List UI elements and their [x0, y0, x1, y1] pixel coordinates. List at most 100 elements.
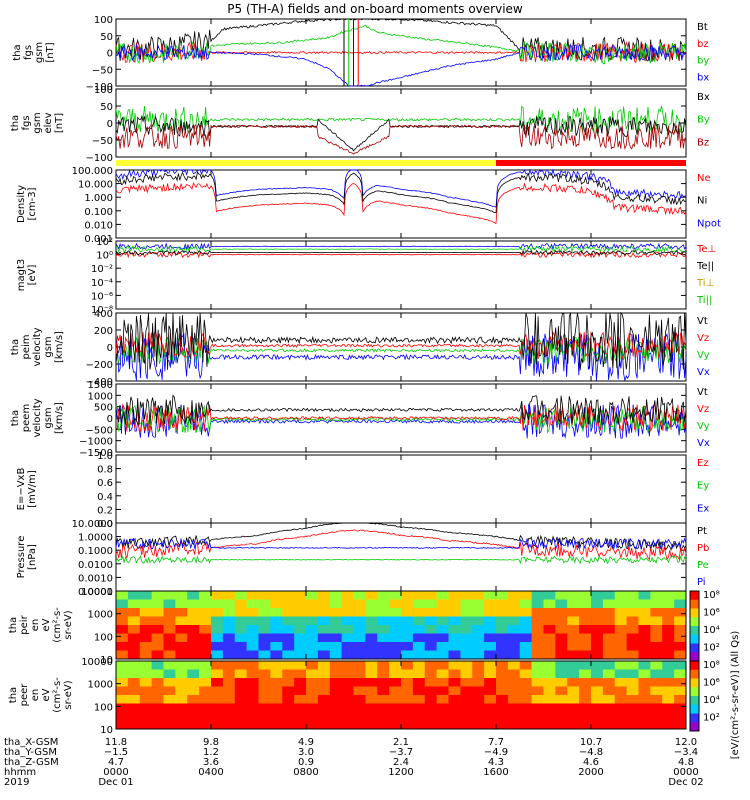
bottom-axis-value: −4.8 [579, 747, 603, 758]
spectrogram-cell [472, 695, 485, 704]
spectrogram-cell [270, 686, 283, 696]
spectrogram-cell [389, 599, 402, 609]
spectrogram-cell [519, 686, 533, 696]
spectrogram-cell [472, 686, 485, 696]
spectrogram-cell [377, 712, 390, 721]
legend-Vz: Vz [697, 333, 709, 344]
spectrogram-cell [543, 608, 556, 617]
spectrogram-cell [662, 650, 675, 660]
spectrogram-cell [282, 669, 295, 679]
spectrogram-cell [246, 712, 259, 721]
spectrogram-cell [127, 608, 141, 617]
spectrogram-cell [246, 599, 259, 609]
spectrogram-cell [674, 642, 687, 651]
spectrogram-cell [484, 642, 497, 651]
spectrogram-cell [448, 686, 461, 696]
spectrogram-cell [234, 642, 248, 651]
y-axis-label: [km/s] [54, 331, 65, 363]
colorbar-tick-label: 10⁸ [703, 590, 720, 601]
spectrogram-cell [306, 661, 319, 670]
spectrogram-cell [317, 661, 331, 670]
legend-Vy: Vy [697, 350, 710, 361]
y-tick-label: 400 [94, 309, 113, 320]
spectrogram-cell [329, 669, 343, 679]
legend-by: by [697, 56, 709, 67]
spectrogram-cell [638, 625, 651, 634]
spectrogram-cell [127, 712, 141, 721]
y-tick-label: −400 [86, 377, 113, 388]
spectrogram-cell [543, 695, 556, 704]
spectrogram-cell [127, 625, 141, 634]
spectrogram-cell [329, 650, 343, 660]
spectrogram-cell [543, 669, 556, 679]
spectrogram-cell [626, 650, 639, 660]
spectrogram-cell [662, 599, 675, 609]
spectrogram-cell [650, 695, 663, 704]
spectrogram-cell [270, 703, 283, 713]
spectrogram-cell [638, 599, 651, 609]
spectrogram-cell [496, 703, 509, 713]
spectrogram-cell [436, 642, 449, 651]
legend-Ex: Ex [697, 503, 709, 514]
spectrogram-cell [246, 633, 259, 643]
spectrogram-cell [401, 633, 414, 643]
spectrogram-cell [662, 616, 675, 626]
spectrogram-cell [448, 642, 461, 651]
spectrogram-cell [614, 661, 628, 670]
trace-Bz [115, 123, 687, 155]
spectrogram-cell [139, 703, 153, 713]
spectrogram-cell [579, 591, 592, 600]
spectrogram-cell [329, 633, 343, 643]
spectrogram-cell [282, 599, 295, 609]
spectrogram-cell [436, 712, 449, 721]
y-axis-label: eV [41, 618, 52, 631]
bottom-axis-value: 2.1 [393, 737, 409, 748]
spectrogram-cell [650, 599, 663, 609]
spectrogram-cell [234, 661, 248, 670]
spectrogram-cell [567, 642, 580, 651]
y-axis-label: gsm [43, 407, 54, 428]
spectrogram-cell [484, 599, 497, 609]
spectrogram-cell [424, 661, 438, 670]
spectrogram-cell [507, 591, 521, 600]
bottom-row-label: tha_Z-GSM [4, 757, 59, 768]
colorbar-frame [689, 660, 700, 732]
spectrogram-cell [211, 703, 224, 713]
y-tick-label: 500 [94, 403, 113, 414]
spectrogram-cell [650, 616, 663, 626]
spectrogram-cell [650, 678, 663, 687]
spectrogram-cell [555, 616, 568, 626]
spectrogram-cell [211, 678, 224, 687]
spectrogram-cell [116, 599, 129, 609]
spectrogram-cell [638, 695, 651, 704]
spectrogram-cell [258, 625, 271, 634]
spectrogram-cell [472, 703, 485, 713]
spectrogram-cell [377, 695, 390, 704]
bottom-axis-value: 0000 [103, 767, 128, 778]
y-tick-label: 10 [100, 725, 113, 736]
spectrogram-cell [460, 633, 473, 643]
legend-Vz: Vz [697, 404, 709, 415]
spectrogram-cell [294, 669, 307, 679]
spectrogram-cell [591, 599, 604, 609]
spectrogram-cell [317, 599, 331, 609]
colorbar-cell [690, 652, 699, 662]
spectrogram-cell [353, 695, 366, 704]
spectrogram-cell [496, 642, 509, 651]
spectrogram-cell [412, 599, 426, 609]
spectrogram-cell [448, 661, 461, 670]
spectrogram-cell [424, 669, 438, 679]
spectrogram-cell [151, 720, 164, 730]
bottom-axis-value: 12.0 [675, 737, 697, 748]
spectrogram-cell [567, 650, 580, 660]
spectrogram-cell [353, 661, 366, 670]
spectrogram-cell [460, 661, 473, 670]
y-tick-label: 10.000 [78, 180, 113, 191]
y-tick-label: 10 [100, 655, 113, 666]
trace-bx-line [115, 43, 687, 87]
y-tick-label: 10⁻⁴ [91, 278, 113, 289]
spectrogram-cell [401, 625, 414, 634]
spectrogram-cell [567, 712, 580, 721]
spectrogram-cell [317, 625, 331, 634]
y-tick-label: 0.0010 [78, 573, 113, 584]
